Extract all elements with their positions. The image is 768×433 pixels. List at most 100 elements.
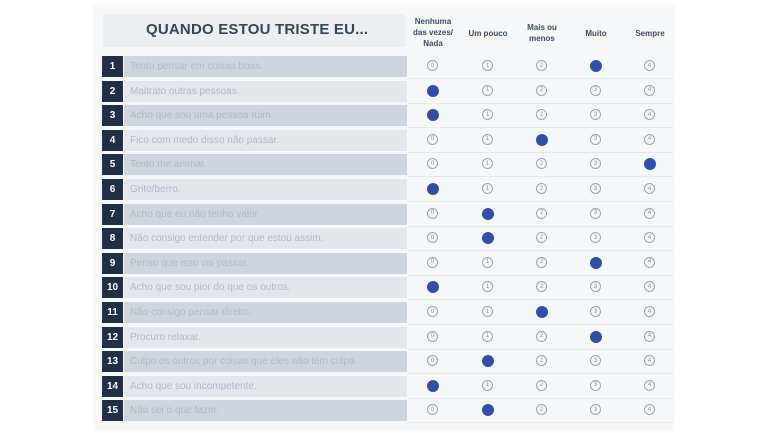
answer-option-selected[interactable] xyxy=(427,183,439,195)
row-divider xyxy=(408,274,673,276)
answer-option[interactable]: 4 xyxy=(644,379,655,391)
answer-option[interactable]: 1 xyxy=(482,60,493,71)
answer-option[interactable]: 1 xyxy=(482,306,493,317)
answer-option[interactable]: 4 xyxy=(644,60,655,71)
answer-option[interactable]: 2 xyxy=(536,183,547,194)
answer-option[interactable]: 2 xyxy=(536,256,547,268)
answer-option[interactable]: 4 xyxy=(644,109,655,121)
answer-option[interactable]: 4 xyxy=(644,281,655,293)
answer-option[interactable]: 2 xyxy=(536,84,547,96)
answer-option-selected[interactable] xyxy=(536,133,548,146)
row-divider xyxy=(408,151,673,153)
answer-option[interactable]: 0 xyxy=(427,158,438,170)
answer-option[interactable]: 1 xyxy=(482,183,493,194)
column-header-line: Nenhuma xyxy=(414,17,452,26)
answer-option[interactable]: 3 xyxy=(590,158,601,170)
answer-option[interactable]: 0 xyxy=(427,306,438,317)
answer-option[interactable]: 3 xyxy=(590,84,601,96)
column-header-line: Muito xyxy=(585,29,607,38)
column-header: Nenhuma das vezes/Nada xyxy=(403,16,463,49)
answer-option[interactable]: 1 xyxy=(482,281,493,293)
question-number: 11 xyxy=(102,302,123,323)
answer-option[interactable]: 0 xyxy=(427,60,438,71)
answer-option[interactable]: 4 xyxy=(644,330,655,342)
answer-option-selected[interactable] xyxy=(427,281,439,294)
question-number: 6 xyxy=(102,179,123,200)
answer-option-selected[interactable] xyxy=(590,330,602,343)
answer-option-selected[interactable] xyxy=(536,306,548,318)
answer-option[interactable]: 4 xyxy=(644,207,655,219)
answer-option[interactable]: 0 xyxy=(427,355,438,367)
question-text: Culpo os outros por coisas que eles não … xyxy=(124,351,407,373)
answer-option[interactable]: 3 xyxy=(590,306,601,317)
answer-option[interactable]: 4 xyxy=(644,84,655,96)
answer-option[interactable]: 3 xyxy=(590,183,601,194)
answer-option[interactable]: 3 xyxy=(590,379,601,391)
answer-option-selected[interactable] xyxy=(590,256,602,269)
answer-option[interactable]: 4 xyxy=(644,133,655,145)
row-divider xyxy=(408,373,673,375)
answer-option[interactable]: 0 xyxy=(427,232,438,244)
row-divider xyxy=(408,250,673,252)
row-divider xyxy=(408,324,673,325)
answer-option[interactable]: 4 xyxy=(644,355,655,367)
answer-option[interactable]: 1 xyxy=(482,330,493,342)
answer-option[interactable]: 3 xyxy=(590,281,601,293)
answer-option[interactable]: 3 xyxy=(590,207,601,219)
answer-option[interactable]: 1 xyxy=(482,84,493,96)
answer-option-selected[interactable] xyxy=(482,355,494,368)
answer-option[interactable]: 1 xyxy=(482,158,493,170)
answer-option[interactable]: 4 xyxy=(644,404,655,416)
answer-option[interactable]: 4 xyxy=(644,183,655,194)
answer-option-selected[interactable] xyxy=(482,232,494,245)
answer-option[interactable]: 3 xyxy=(590,404,601,416)
answer-option-selected[interactable] xyxy=(427,84,439,97)
answer-option[interactable]: 0 xyxy=(427,330,438,342)
question-row: 6 Grito/berro. xyxy=(102,179,407,200)
answer-option[interactable]: 4 xyxy=(644,306,655,317)
answer-option[interactable]: 1 xyxy=(482,256,493,268)
answer-option-selected[interactable] xyxy=(482,404,494,417)
question-text: Acho que sou incompetente. xyxy=(124,375,407,397)
question-number: 7 xyxy=(102,203,123,225)
answer-option[interactable]: 0 xyxy=(427,207,438,219)
answer-option-selected[interactable] xyxy=(427,379,439,392)
question-row: 2 Maltrato outras pessoas. xyxy=(102,80,407,102)
answer-option[interactable]: 2 xyxy=(536,281,547,293)
answer-option[interactable]: 2 xyxy=(536,207,547,219)
answer-option[interactable]: 0 xyxy=(427,256,438,268)
question-text: Grito/berro. xyxy=(124,179,407,200)
answer-option[interactable]: 1 xyxy=(482,109,493,121)
row-divider xyxy=(408,78,673,79)
answer-option[interactable]: 2 xyxy=(536,158,547,170)
answer-option-selected[interactable] xyxy=(427,109,439,122)
question-text: Não sei o que fazer. xyxy=(124,400,407,422)
answer-option[interactable]: 3 xyxy=(590,232,601,244)
answer-option[interactable]: 1 xyxy=(482,133,493,145)
answer-option[interactable]: 3 xyxy=(590,355,601,367)
answer-option-selected[interactable] xyxy=(482,207,494,220)
column-header-line: das vezes/ xyxy=(412,28,454,37)
row-divider xyxy=(408,299,673,301)
answer-option[interactable]: 3 xyxy=(590,133,601,145)
answer-option[interactable]: 2 xyxy=(536,60,547,71)
row-divider xyxy=(408,225,673,227)
answer-option[interactable]: 1 xyxy=(482,379,493,391)
answer-option[interactable]: 4 xyxy=(644,232,655,244)
answer-option-selected[interactable] xyxy=(590,60,602,72)
question-number: 9 xyxy=(102,252,123,274)
answer-option[interactable]: 2 xyxy=(536,330,547,342)
answer-option[interactable]: 2 xyxy=(536,232,547,244)
answer-option[interactable]: 2 xyxy=(536,355,547,367)
answer-option[interactable]: 3 xyxy=(590,109,601,121)
answer-option[interactable]: 2 xyxy=(536,379,547,391)
answer-option[interactable]: 0 xyxy=(427,404,438,416)
answer-option[interactable]: 0 xyxy=(427,133,438,145)
question-text: Penso que isso vai passar. xyxy=(124,252,407,274)
answer-option[interactable]: 2 xyxy=(536,404,547,416)
answer-option-selected[interactable] xyxy=(644,158,656,171)
question-row: 1 Tento pensar em coisas boas. xyxy=(102,56,407,77)
answer-option[interactable]: 4 xyxy=(644,256,655,268)
row-divider xyxy=(408,201,673,202)
answer-option[interactable]: 2 xyxy=(536,109,547,121)
